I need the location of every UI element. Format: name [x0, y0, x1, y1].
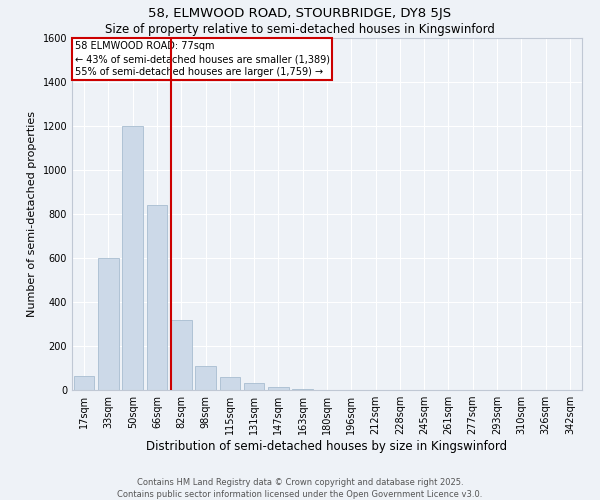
Bar [122, 126, 143, 390]
Text: 58 ELMWOOD ROAD: 77sqm
← 43% of semi-detached houses are smaller (1,389)
55% of : 58 ELMWOOD ROAD: 77sqm ← 43% of semi-det… [74, 41, 329, 78]
Bar [171, 320, 191, 390]
Text: Contains HM Land Registry data © Crown copyright and database right 2025.
Contai: Contains HM Land Registry data © Crown c… [118, 478, 482, 499]
Bar [98, 258, 119, 390]
Bar [74, 376, 94, 390]
Bar [195, 366, 216, 390]
Bar [146, 205, 167, 390]
Bar [268, 388, 289, 390]
X-axis label: Distribution of semi-detached houses by size in Kingswinford: Distribution of semi-detached houses by … [146, 440, 508, 453]
Text: 58, ELMWOOD ROAD, STOURBRIDGE, DY8 5JS: 58, ELMWOOD ROAD, STOURBRIDGE, DY8 5JS [148, 8, 452, 20]
Y-axis label: Number of semi-detached properties: Number of semi-detached properties [27, 111, 37, 317]
Bar [220, 377, 240, 390]
Bar [244, 384, 265, 390]
Text: Size of property relative to semi-detached houses in Kingswinford: Size of property relative to semi-detach… [105, 22, 495, 36]
